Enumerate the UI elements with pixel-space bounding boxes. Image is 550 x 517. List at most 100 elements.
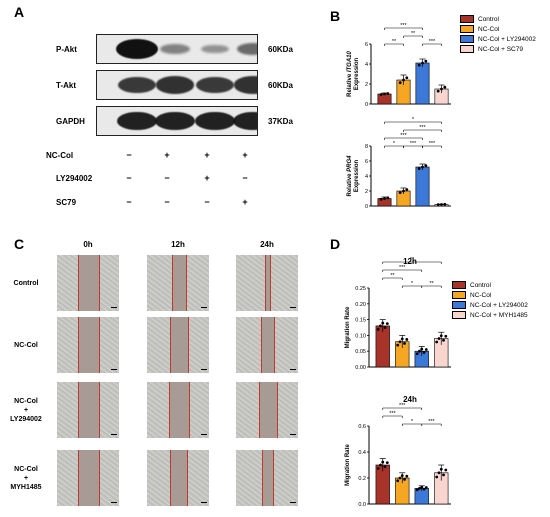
- wound-gap: [170, 450, 188, 506]
- data-point: [396, 343, 400, 347]
- data-point: [422, 487, 426, 491]
- data-point: [418, 349, 421, 353]
- significance-label: **: [429, 281, 434, 287]
- y-axis-label-line2: Expression: [354, 57, 360, 90]
- condition-label: NC-Col + LY294002: [0, 397, 52, 424]
- legend-d: Control NC-Col NC-Col + LY294002 NC-Col + M…: [452, 280, 528, 320]
- data-point: [444, 334, 448, 338]
- legend-swatch: [452, 281, 466, 289]
- molecular-weight-label: 60KDa: [268, 81, 293, 90]
- scale-bar: [290, 307, 296, 308]
- panel-label-b: B: [330, 8, 341, 24]
- condition-label-line: NC-Col: [14, 341, 38, 349]
- data-point: [402, 78, 405, 82]
- scale-bar: [111, 307, 117, 308]
- data-point: [386, 92, 390, 95]
- data-point: [424, 486, 428, 489]
- y-tick-label: 8: [365, 144, 368, 150]
- scratch-image: [57, 317, 119, 373]
- wound-gap: [265, 255, 271, 311]
- data-point: [403, 342, 406, 345]
- legend-swatch: [460, 15, 474, 23]
- significance-label: *: [412, 117, 415, 123]
- molecular-weight-label: 37KDa: [268, 117, 293, 126]
- legend-swatch: [452, 301, 466, 309]
- bar: [415, 166, 430, 207]
- scale-bar: [111, 434, 117, 435]
- legend-swatch: [460, 25, 474, 33]
- y-tick-label: 0.2: [358, 476, 366, 482]
- significance-label: ***: [389, 411, 396, 417]
- condition-label-line: +: [23, 474, 29, 482]
- legend-item: NC-Col + LY294002: [452, 300, 528, 310]
- bar: [377, 93, 392, 105]
- blot-band: [116, 39, 158, 59]
- scratch-image: [236, 255, 298, 311]
- data-point: [383, 326, 387, 330]
- treatment-sign: −: [204, 197, 210, 207]
- data-point: [443, 202, 447, 206]
- data-point: [442, 338, 445, 342]
- legend-item: Control: [452, 280, 528, 290]
- y-tick-label: 2: [365, 82, 368, 88]
- blot-band: [118, 76, 156, 94]
- wound-gap: [78, 382, 100, 438]
- scratch-image: [236, 382, 298, 438]
- scratch-image: [236, 317, 298, 373]
- data-point: [383, 465, 387, 469]
- data-point: [383, 197, 386, 200]
- chart-title: 12h: [403, 257, 417, 266]
- wound-gap: [78, 450, 100, 506]
- y-axis-label: Relative PRG4: [347, 155, 353, 197]
- condition-label: NC-Col: [0, 341, 52, 350]
- y-tick-label: 0.00: [355, 365, 366, 371]
- time-point-label: 0h: [83, 240, 93, 249]
- protein-label: GAPDH: [56, 117, 85, 126]
- condition-label-line: NC-Col: [14, 465, 38, 473]
- blot-band: [194, 111, 236, 131]
- significance-label: **: [411, 31, 416, 37]
- significance-label: ***: [399, 403, 406, 409]
- data-point: [439, 467, 443, 471]
- legend-label: Control: [470, 281, 491, 289]
- significance-label: ***: [429, 39, 436, 45]
- legend-item: NC-Col + SC79: [460, 44, 536, 54]
- significance-label: ***: [410, 141, 417, 147]
- treatment-sign: −: [164, 173, 170, 183]
- data-point: [403, 478, 406, 481]
- blot-band: [160, 43, 190, 55]
- y-tick-label: 0.0: [358, 502, 366, 508]
- data-point: [415, 488, 419, 492]
- data-point: [420, 485, 424, 489]
- migration-12h-chart: 0.00 0.05 0.10 0.15 0.20 0.25 Migration Rate 12…: [345, 257, 451, 371]
- data-point: [402, 189, 405, 193]
- treatment-sign: −: [126, 150, 132, 160]
- blot-band: [116, 111, 158, 131]
- wound-gap: [261, 317, 275, 373]
- data-point: [417, 63, 421, 67]
- wound-gap: [258, 382, 278, 438]
- data-point: [439, 334, 443, 338]
- data-point: [417, 167, 421, 171]
- legend-label: NC-Col + LY294002: [478, 35, 536, 43]
- y-axis-label: Migration Rate: [345, 444, 351, 486]
- data-point: [398, 191, 402, 195]
- condition-label-line: Control: [13, 279, 39, 287]
- protein-label: T-Akt: [56, 81, 76, 90]
- scratch-image: [57, 382, 119, 438]
- significance-label: **: [410, 257, 415, 263]
- data-point: [405, 338, 409, 341]
- condition-label-line: LY294002: [10, 415, 42, 423]
- blot-band: [154, 111, 196, 131]
- legend-label: NC-Col: [470, 291, 492, 299]
- protein-label: P-Akt: [56, 45, 77, 54]
- data-point: [442, 473, 445, 477]
- condition-label: NC-Col + MYH1485: [0, 465, 52, 492]
- data-point: [421, 165, 424, 169]
- data-point: [379, 197, 383, 201]
- data-point: [379, 463, 382, 467]
- blot-band: [236, 42, 257, 56]
- significance-label: ***: [419, 125, 426, 131]
- bar: [415, 62, 430, 105]
